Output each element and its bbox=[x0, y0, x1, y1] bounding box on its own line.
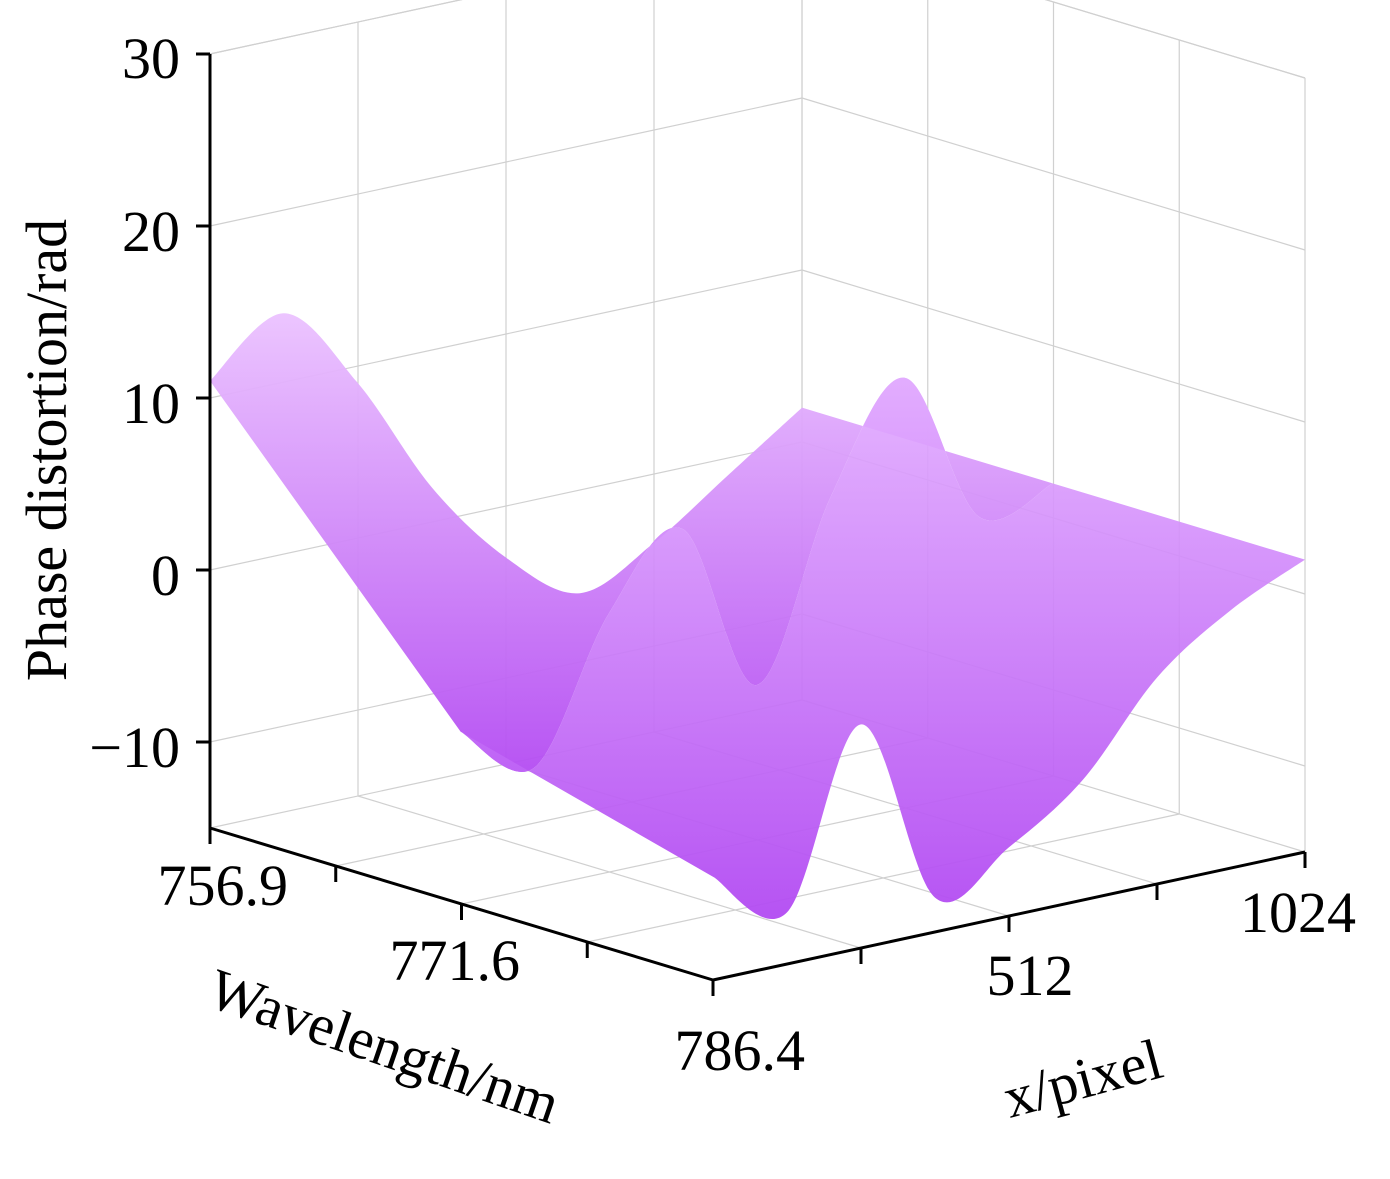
grid-line bbox=[209, 441, 803, 571]
pixel-tick-labels: 512 1024 bbox=[987, 880, 1357, 1008]
wavelength-tick-label: 786.4 bbox=[675, 1018, 806, 1083]
grid-line bbox=[1044, 0, 1306, 79]
grid-line bbox=[801, 269, 1306, 423]
wavelength-tick-label: 771.6 bbox=[390, 928, 521, 993]
pixel-tick-label: 1024 bbox=[1240, 880, 1356, 945]
surface-patch bbox=[460, 377, 1305, 920]
surface bbox=[210, 313, 1305, 920]
wavelength-tick-label: 756.9 bbox=[158, 853, 289, 918]
pixel-tick-label: 512 bbox=[987, 943, 1074, 1008]
z-tick-label: −10 bbox=[89, 715, 180, 780]
wavelength-tick-labels: 756.9 771.6 786.4 bbox=[158, 853, 806, 1083]
pixel-axis-title: x/pixel bbox=[997, 1026, 1169, 1130]
z-axis-title: Phase distortion/rad bbox=[14, 219, 79, 681]
grid-line bbox=[209, 0, 463, 55]
axes bbox=[196, 52, 1307, 996]
grid-line bbox=[209, 97, 803, 227]
z-tick-label: 10 bbox=[122, 371, 180, 436]
z-tick-labels: 30 20 10 0 −10 bbox=[89, 26, 180, 780]
z-tick-label: 30 bbox=[122, 26, 180, 91]
z-tick-label: 20 bbox=[122, 199, 180, 264]
grid-line bbox=[587, 813, 1180, 943]
grid-line bbox=[801, 97, 1306, 251]
z-tick-label: 0 bbox=[151, 543, 180, 608]
surface-patch bbox=[210, 313, 1053, 772]
